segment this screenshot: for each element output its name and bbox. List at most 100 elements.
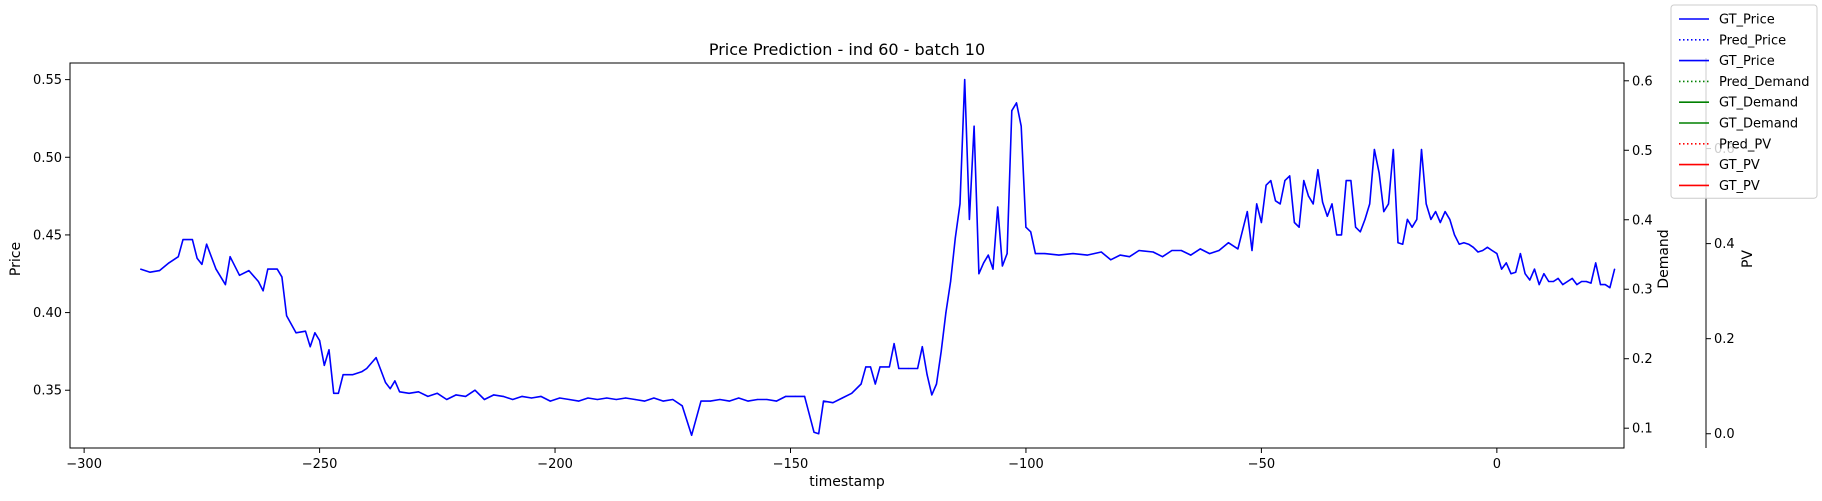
data-point [1260,221,1262,224]
data-point [1209,253,1211,255]
data-point [794,395,796,397]
price-tick-label: 0.45 [33,228,62,243]
data-point [1585,280,1587,283]
data-point [1270,180,1272,182]
data-point [818,433,820,435]
data-point [262,290,264,292]
data-point [1505,262,1507,264]
data-point [206,243,208,245]
data-point [1227,242,1229,244]
data-point [224,284,226,286]
data-point [465,395,467,397]
data-point [1383,211,1385,213]
data-point [1218,249,1220,252]
data-point [587,397,589,399]
data-point [1110,259,1112,261]
data-point [940,350,942,352]
data-point [954,237,956,239]
data-point [1119,254,1121,256]
legend-label: GT_Demand [1719,117,1798,132]
data-point [879,366,881,368]
data-point [1322,201,1324,203]
data-point [738,397,740,399]
data-point [342,374,344,376]
data-point [201,263,203,265]
data-point [945,312,947,314]
data-point [512,398,514,401]
data-point [229,256,231,258]
data-point [1491,249,1493,252]
data-point [1515,271,1517,273]
data-point [921,346,923,348]
data-point [1171,249,1173,252]
data-point [483,398,485,401]
data-point [540,395,542,397]
data-point [286,315,288,317]
data-point [1086,254,1088,256]
plot-frame [69,58,1707,449]
data-point [1138,249,1140,252]
data-point [446,398,448,401]
data-point [1331,203,1333,205]
data-point [874,383,876,385]
data-point [1453,234,1456,236]
data-point [257,280,259,283]
data-point [1246,211,1248,213]
data-point [1340,234,1343,236]
legend-label: Pred_PV [1719,137,1771,152]
data-point [1463,242,1465,244]
data-point [931,394,933,396]
data-point [1152,251,1154,253]
data-point [1590,282,1592,284]
data-point [719,398,721,401]
data-point [1486,246,1488,248]
data-point [140,268,142,270]
pv-axis-label: PV [1740,250,1756,268]
axes-layer: −300 −250 −200 −150 −100 −50 00.350.400.450.50… [33,73,1735,472]
data-point [399,391,401,393]
data-point [1614,268,1616,270]
data-point [474,389,476,391]
data-point [822,400,825,402]
data-point [992,268,994,270]
legend-label: GT_PV [1719,158,1760,173]
plot-area-border [69,62,1625,449]
data-point [959,203,961,205]
data-point [1501,268,1503,270]
data-point [1326,215,1328,217]
data-point [1552,280,1554,283]
series-layer [140,78,1616,437]
data-point [917,367,919,370]
data-point [1345,180,1347,182]
data-point [1364,218,1366,220]
data-point [1548,280,1550,283]
data-point [1566,280,1569,283]
data-point [672,398,674,401]
data-point [1557,277,1559,279]
data-point [893,343,895,345]
data-point [709,400,712,402]
data-point [1402,243,1404,245]
data-point [1529,279,1531,281]
demand-axis-label: Demand [1656,229,1672,288]
data-point [1519,253,1521,255]
data-point [1020,125,1022,127]
demand-tick-label: 0.2 [1632,352,1653,367]
legend-label: GT_PV [1719,179,1760,194]
data-point [700,400,702,402]
data-point [804,395,806,397]
demand-tick-label: 0.6 [1632,74,1653,89]
price-tick-label: 0.35 [33,384,62,399]
price-tick-label: 0.50 [33,151,62,166]
data-point [860,383,862,385]
data-point [1350,180,1352,182]
data-point [1571,277,1573,279]
data-point [455,394,457,396]
data-point [295,332,297,334]
data-point [973,125,975,127]
legend-label: GT_Price [1719,13,1775,28]
data-point [1595,262,1597,264]
data-point [1251,249,1253,252]
demand-tick-label: 0.5 [1632,144,1653,159]
